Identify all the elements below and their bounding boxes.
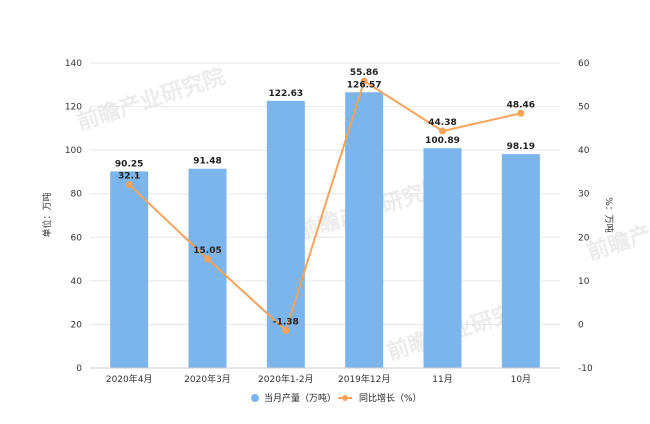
line-layer (125, 77, 525, 334)
line-point (439, 127, 446, 135)
bar (110, 171, 149, 368)
axes-layer: 0 20 40 60 80 100 120 140 -10 0 10 20 30 40 50 60 2020年4… (65, 59, 593, 385)
line-point (517, 109, 525, 117)
y-tick-label: 60 (71, 233, 83, 243)
legend-line-label: 同比增长（%） (359, 392, 422, 404)
line-data-label: 55.86 (350, 68, 378, 78)
bar-data-label: 126.57 (347, 80, 382, 90)
legend-line-marker (342, 395, 348, 401)
x-tick-label: 2019年12月 (338, 373, 390, 385)
line-data-label: 15.05 (193, 246, 221, 256)
y-tick-label: 100 (65, 146, 82, 156)
labels-layer: 90.25 91.48 122.63 126.57 100.89 98.19 32.1 15.… (115, 68, 535, 327)
bar (188, 168, 227, 368)
legend: 当月产量（万吨） 同比增长（%） (251, 392, 422, 404)
y2-tick-label: -10 (578, 364, 593, 374)
line-data-label: 48.46 (507, 100, 535, 110)
watermark-text: 前瞻产业研究院 (74, 63, 229, 135)
y2-tick-label: 20 (578, 233, 590, 243)
bars-layer (110, 92, 540, 369)
bar-data-label: 122.63 (268, 89, 303, 99)
bar-data-label: 98.19 (507, 142, 535, 152)
bar (266, 100, 305, 368)
watermark-text: 前瞻产业研究院 (584, 193, 650, 265)
x-tick-label: 2020年4月 (106, 373, 153, 385)
y2-tick-label: 30 (578, 190, 590, 200)
bar-data-label: 90.25 (115, 159, 143, 169)
line-point (282, 326, 290, 334)
x-tick-label: 11月 (432, 374, 452, 385)
legend-item-bar[interactable]: 当月产量（万吨） (251, 392, 336, 404)
y2-tick-label: 40 (578, 146, 590, 156)
y-tick-label: 0 (76, 364, 82, 374)
y-tick-label: 140 (65, 59, 82, 69)
legend-bar-label: 当月产量（万吨） (264, 392, 336, 404)
line-data-label: 44.38 (428, 118, 456, 128)
y2-tick-label: 0 (578, 320, 584, 330)
line-data-label: -1.38 (273, 317, 299, 327)
y-tick-label: 80 (71, 190, 83, 200)
x-tick-label: 2020年3月 (184, 373, 231, 385)
line-point (360, 77, 368, 85)
line-data-label: 32.1 (118, 172, 140, 182)
y-tick-label: 20 (71, 320, 83, 330)
bar (501, 154, 540, 368)
bar-data-label: 91.48 (193, 157, 221, 167)
line-point (125, 181, 133, 189)
bar (345, 92, 384, 369)
y2-axis-title: %：万吨 (603, 197, 615, 233)
legend-item-line[interactable]: 同比增长（%） (338, 392, 422, 404)
series-line (128, 79, 522, 333)
x-tick-label: 2020年1-2月 (258, 373, 314, 385)
bar-data-label: 100.89 (425, 136, 460, 146)
line-point (204, 255, 211, 263)
y-tick-label: 40 (71, 277, 83, 287)
y2-tick-label: 50 (578, 103, 590, 113)
y-tick-label: 120 (65, 103, 82, 113)
y2-tick-label: 60 (578, 59, 590, 69)
y-axis-title: 单位：万吨 (41, 192, 53, 237)
bar (423, 148, 462, 368)
y2-tick-label: 10 (578, 277, 590, 287)
x-tick-label: 10月 (511, 374, 531, 385)
legend-bar-marker (251, 394, 259, 402)
